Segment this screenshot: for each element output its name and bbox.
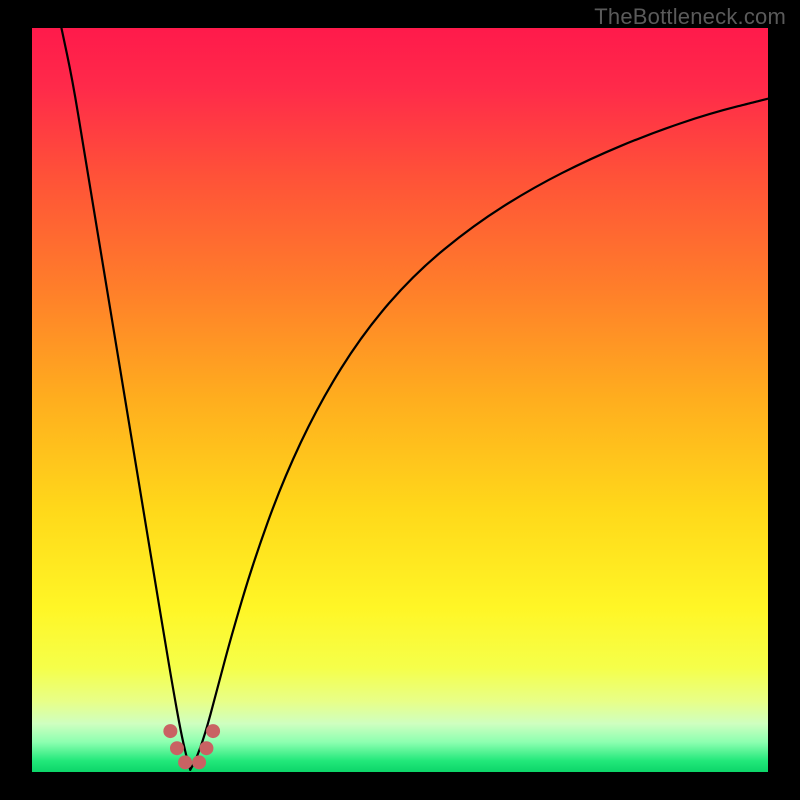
bottleneck-chart <box>0 0 800 800</box>
chart-container: TheBottleneck.com <box>0 0 800 800</box>
watermark-text: TheBottleneck.com <box>594 4 786 30</box>
